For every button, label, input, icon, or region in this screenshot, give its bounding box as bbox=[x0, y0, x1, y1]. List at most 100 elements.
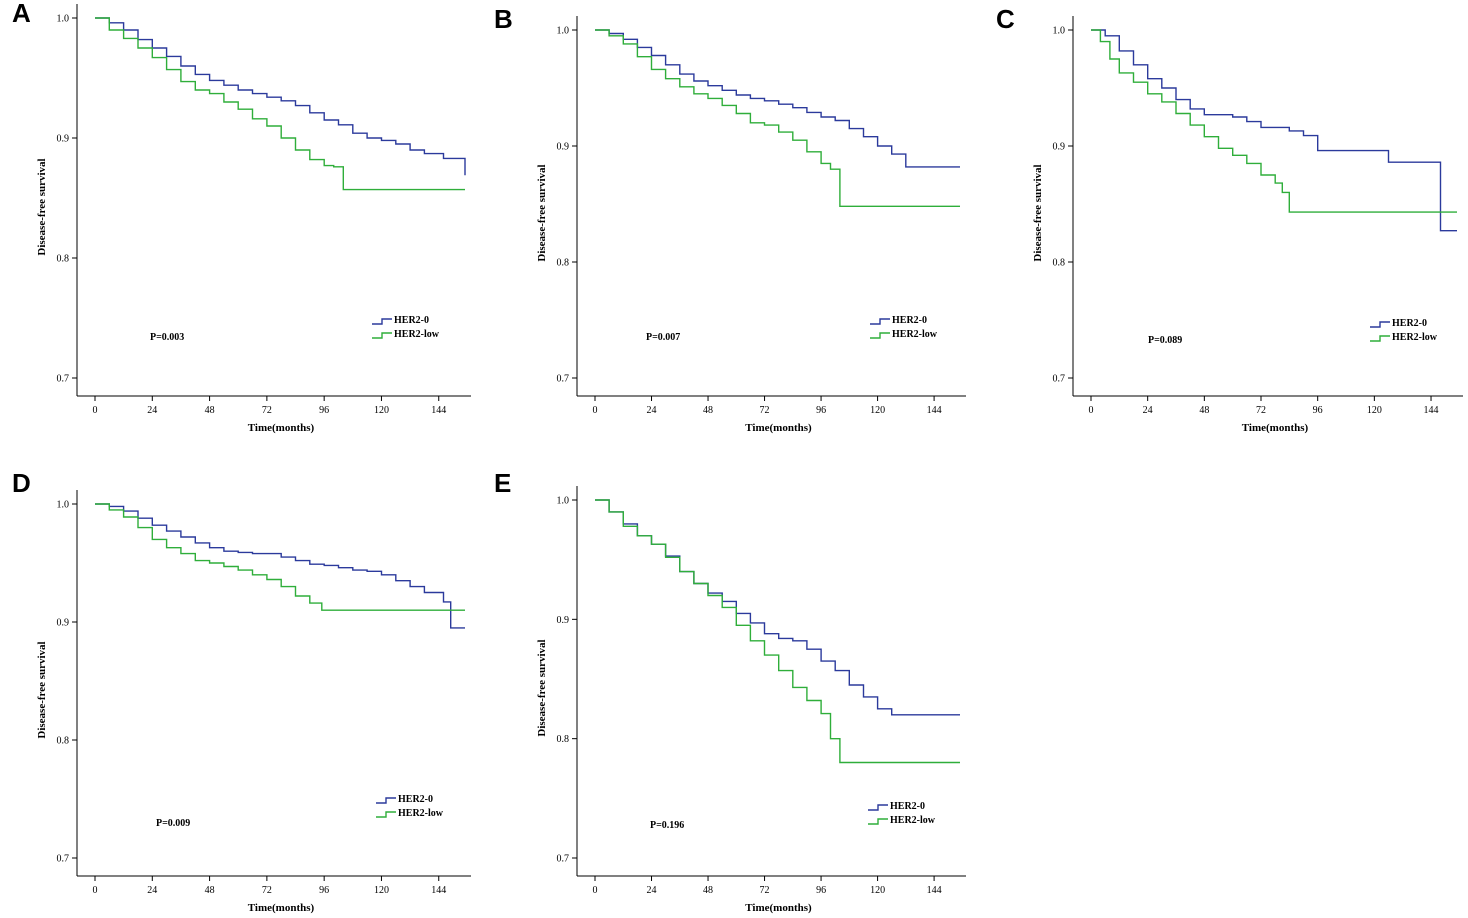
chart-d-legend-swatch-her2-low bbox=[376, 811, 396, 818]
chart-c-y-tick-label: 0.8 bbox=[1053, 258, 1066, 269]
chart-b-y-tick-label: 0.8 bbox=[557, 258, 570, 269]
chart-d-legend-label-her2-low: HER2-low bbox=[398, 808, 444, 819]
panel-e: E 0.7 0.8 0.9 1.0 0 24 48 72 96 120 144 Time(months)… bbox=[490, 462, 980, 918]
chart-b-panel-letter: B bbox=[494, 4, 513, 34]
chart-a-legend-swatch-her2-low bbox=[372, 332, 392, 339]
chart-c-x-tick-label: 72 bbox=[1256, 405, 1266, 416]
chart-b-legend-swatch-her2-0 bbox=[870, 318, 890, 325]
chart-e-curve-her2-0 bbox=[595, 499, 960, 716]
chart-d-x-tick-label: 48 bbox=[205, 885, 215, 896]
chart-b-x-tick-label: 120 bbox=[870, 405, 885, 416]
chart-e-x-axis-title: Time(months) bbox=[745, 902, 812, 914]
chart-e-x-tick-label: 0 bbox=[593, 885, 598, 896]
chart-b-x-tick-label: 72 bbox=[760, 405, 770, 416]
chart-d-y-tick-label: 0.9 bbox=[57, 618, 70, 629]
chart-d-x-tick-label: 24 bbox=[147, 885, 157, 896]
chart-a-y-tick-label: 0.8 bbox=[57, 254, 70, 265]
chart-a-x-axis-title: Time(months) bbox=[248, 422, 315, 434]
chart-d-x-tick-label: 0 bbox=[93, 885, 98, 896]
panel-b: B 0.7 0.8 0.9 1.0 0 24 48 72 96 120 144 Time(months)… bbox=[490, 0, 980, 450]
chart-d-x-tick-label: 144 bbox=[431, 885, 446, 896]
km-chart-e: E 0.7 0.8 0.9 1.0 0 24 48 72 96 120 144 Time(months)… bbox=[494, 468, 966, 914]
chart-b-legend-label-her2-low: HER2-low bbox=[892, 329, 938, 340]
chart-b-x-axis-title: Time(months) bbox=[745, 422, 812, 434]
chart-d-y-tick-label: 0.8 bbox=[57, 736, 70, 747]
chart-a-curve-her2-0 bbox=[95, 17, 466, 176]
chart-b-y-tick-label: 0.7 bbox=[557, 374, 570, 385]
chart-d-x-tick-label: 72 bbox=[262, 885, 272, 896]
chart-d-curve-her2-0 bbox=[95, 503, 465, 629]
chart-e-legend-label-her2-low: HER2-low bbox=[890, 815, 936, 826]
chart-e-legend-swatch-her2-0 bbox=[868, 804, 888, 811]
chart-a-x-tick-label: 96 bbox=[319, 405, 329, 416]
chart-c-p-value: P=0.089 bbox=[1148, 335, 1182, 346]
chart-d-x-tick-label: 96 bbox=[319, 885, 329, 896]
chart-e-x-tick-label: 48 bbox=[703, 885, 713, 896]
chart-a-x-tick-label: 24 bbox=[147, 405, 157, 416]
km-chart-d: D 0.7 0.8 0.9 1.0 0 24 48 72 96 120 144 Time(months)… bbox=[12, 468, 471, 914]
chart-c-legend-label-her2-0: HER2-0 bbox=[1392, 318, 1427, 329]
chart-c-x-tick-label: 24 bbox=[1143, 405, 1153, 416]
panel-d: D 0.7 0.8 0.9 1.0 0 24 48 72 96 120 144 Time(months)… bbox=[0, 462, 490, 918]
chart-b-curve-her2-0 bbox=[595, 29, 960, 168]
chart-b-y-tick-label: 1.0 bbox=[557, 26, 570, 37]
km-chart-c: C 0.7 0.8 0.9 1.0 0 24 48 72 96 120 144 Time(months)… bbox=[996, 4, 1463, 434]
chart-c-y-tick-label: 0.9 bbox=[1053, 142, 1066, 153]
chart-c-x-tick-label: 48 bbox=[1199, 405, 1209, 416]
chart-c-curve-her2-0 bbox=[1091, 29, 1457, 232]
chart-b-x-tick-label: 24 bbox=[647, 405, 657, 416]
chart-e-y-tick-label: 0.7 bbox=[557, 854, 570, 865]
chart-a-x-tick-label: 144 bbox=[431, 405, 446, 416]
chart-d-p-value: P=0.009 bbox=[156, 818, 190, 829]
chart-a-legend-label-her2-0: HER2-0 bbox=[394, 315, 429, 326]
chart-c-curve-her2-low bbox=[1091, 29, 1457, 213]
chart-b-legend-label-her2-0: HER2-0 bbox=[892, 315, 927, 326]
chart-e-x-tick-label: 72 bbox=[760, 885, 770, 896]
chart-a-panel-letter: A bbox=[12, 0, 31, 28]
chart-b-x-tick-label: 96 bbox=[816, 405, 826, 416]
chart-a-y-tick-label: 1.0 bbox=[57, 14, 70, 25]
chart-b-x-tick-label: 144 bbox=[927, 405, 942, 416]
chart-e-legend-swatch-her2-low bbox=[868, 818, 888, 825]
chart-d-x-axis-title: Time(months) bbox=[248, 902, 315, 914]
chart-a-legend-label-her2-low: HER2-low bbox=[394, 329, 440, 340]
chart-c-x-tick-label: 144 bbox=[1424, 405, 1439, 416]
chart-e-y-axis-title: Disease-free survival bbox=[536, 639, 548, 736]
chart-a-x-tick-label: 72 bbox=[262, 405, 272, 416]
chart-e-legend-label-her2-0: HER2-0 bbox=[890, 801, 925, 812]
chart-d-legend-label-her2-0: HER2-0 bbox=[398, 794, 433, 805]
chart-e-y-tick-label: 0.8 bbox=[557, 734, 570, 745]
chart-a-legend-swatch-her2-0 bbox=[372, 318, 392, 325]
chart-a-x-tick-label: 120 bbox=[374, 405, 389, 416]
chart-c-y-axis-title: Disease-free survival bbox=[1032, 164, 1044, 261]
chart-c-panel-letter: C bbox=[996, 4, 1015, 34]
chart-c-x-axis-title: Time(months) bbox=[1242, 422, 1309, 434]
panel-c: C 0.7 0.8 0.9 1.0 0 24 48 72 96 120 144 Time(months)… bbox=[990, 0, 1468, 450]
chart-c-y-tick-label: 1.0 bbox=[1053, 26, 1066, 37]
chart-b-x-tick-label: 48 bbox=[703, 405, 713, 416]
chart-a-curve-her2-low bbox=[95, 17, 465, 191]
chart-c-x-tick-label: 0 bbox=[1089, 405, 1094, 416]
chart-d-y-axis-title: Disease-free survival bbox=[36, 641, 48, 738]
chart-c-legend-swatch-her2-0 bbox=[1370, 321, 1390, 328]
chart-c-legend-label-her2-low: HER2-low bbox=[1392, 332, 1438, 343]
chart-c-x-tick-label: 96 bbox=[1313, 405, 1323, 416]
chart-b-legend-swatch-her2-low bbox=[870, 332, 890, 339]
chart-b-y-tick-label: 0.9 bbox=[557, 142, 570, 153]
chart-e-y-tick-label: 0.9 bbox=[557, 615, 570, 626]
chart-a-y-axis-title: Disease-free survival bbox=[36, 158, 48, 255]
chart-e-x-tick-label: 144 bbox=[927, 885, 942, 896]
chart-e-panel-letter: E bbox=[494, 468, 511, 498]
chart-c-x-tick-label: 120 bbox=[1367, 405, 1382, 416]
panel-a: A 0.7 0.8 0.9 1.0 0 24 48 72 96 120 144 Time(months)… bbox=[0, 0, 490, 450]
chart-a-y-tick-label: 0.9 bbox=[57, 134, 70, 145]
chart-b-y-axis-title: Disease-free survival bbox=[536, 164, 548, 261]
chart-c-y-tick-label: 0.7 bbox=[1053, 374, 1066, 385]
chart-b-x-tick-label: 0 bbox=[593, 405, 598, 416]
chart-c-legend-swatch-her2-low bbox=[1370, 335, 1390, 342]
chart-e-x-tick-label: 96 bbox=[816, 885, 826, 896]
chart-b-p-value: P=0.007 bbox=[646, 332, 680, 343]
chart-d-y-tick-label: 1.0 bbox=[57, 500, 70, 511]
chart-d-x-tick-label: 120 bbox=[374, 885, 389, 896]
chart-b-curve-her2-low bbox=[595, 29, 960, 207]
